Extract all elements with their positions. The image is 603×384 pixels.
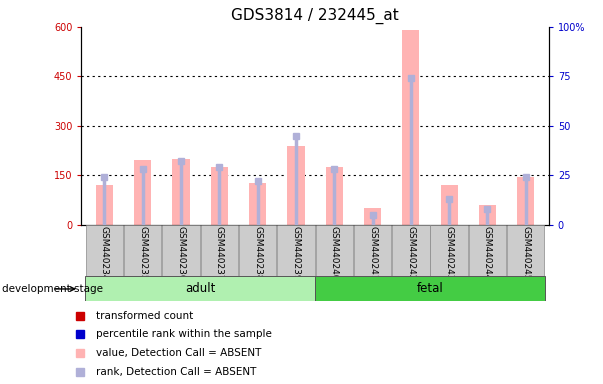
Bar <box>162 225 200 276</box>
Bar <box>479 205 496 225</box>
Text: GSM440238: GSM440238 <box>253 226 262 281</box>
Bar <box>172 159 189 225</box>
Title: GDS3814 / 232445_at: GDS3814 / 232445_at <box>231 8 399 24</box>
Bar <box>326 167 343 225</box>
Bar <box>124 225 162 276</box>
Bar <box>431 225 468 276</box>
Text: rank, Detection Call = ABSENT: rank, Detection Call = ABSENT <box>96 367 257 377</box>
Text: GSM440237: GSM440237 <box>215 226 224 281</box>
Bar <box>277 225 315 276</box>
Bar <box>86 225 123 276</box>
Bar <box>249 184 267 225</box>
Text: percentile rank within the sample: percentile rank within the sample <box>96 329 272 339</box>
Text: value, Detection Call = ABSENT: value, Detection Call = ABSENT <box>96 348 262 358</box>
Bar <box>392 225 429 276</box>
Bar <box>134 161 151 225</box>
Bar <box>469 225 506 276</box>
Text: development stage: development stage <box>2 284 103 294</box>
Text: GSM440235: GSM440235 <box>138 226 147 281</box>
Text: GSM440241: GSM440241 <box>368 226 377 281</box>
Bar <box>85 276 315 301</box>
Text: transformed count: transformed count <box>96 311 194 321</box>
Bar <box>239 225 276 276</box>
Text: GSM440239: GSM440239 <box>291 226 300 281</box>
Bar <box>210 167 228 225</box>
Bar <box>201 225 238 276</box>
Bar <box>364 208 381 225</box>
Text: GSM440240: GSM440240 <box>330 226 339 281</box>
Text: adult: adult <box>185 283 215 295</box>
Bar <box>287 146 305 225</box>
Bar <box>354 225 391 276</box>
Text: GSM440244: GSM440244 <box>483 226 492 281</box>
Bar <box>315 276 545 301</box>
Bar <box>517 177 534 225</box>
Text: GSM440234: GSM440234 <box>100 226 109 281</box>
Text: GSM440243: GSM440243 <box>444 226 453 281</box>
Bar <box>315 225 353 276</box>
Bar <box>441 185 458 225</box>
Text: GSM440242: GSM440242 <box>406 226 415 281</box>
Bar <box>507 225 545 276</box>
Text: GSM440236: GSM440236 <box>177 226 186 281</box>
Text: GSM440245: GSM440245 <box>521 226 530 281</box>
Text: fetal: fetal <box>417 283 443 295</box>
Bar <box>402 30 420 225</box>
Bar <box>96 185 113 225</box>
